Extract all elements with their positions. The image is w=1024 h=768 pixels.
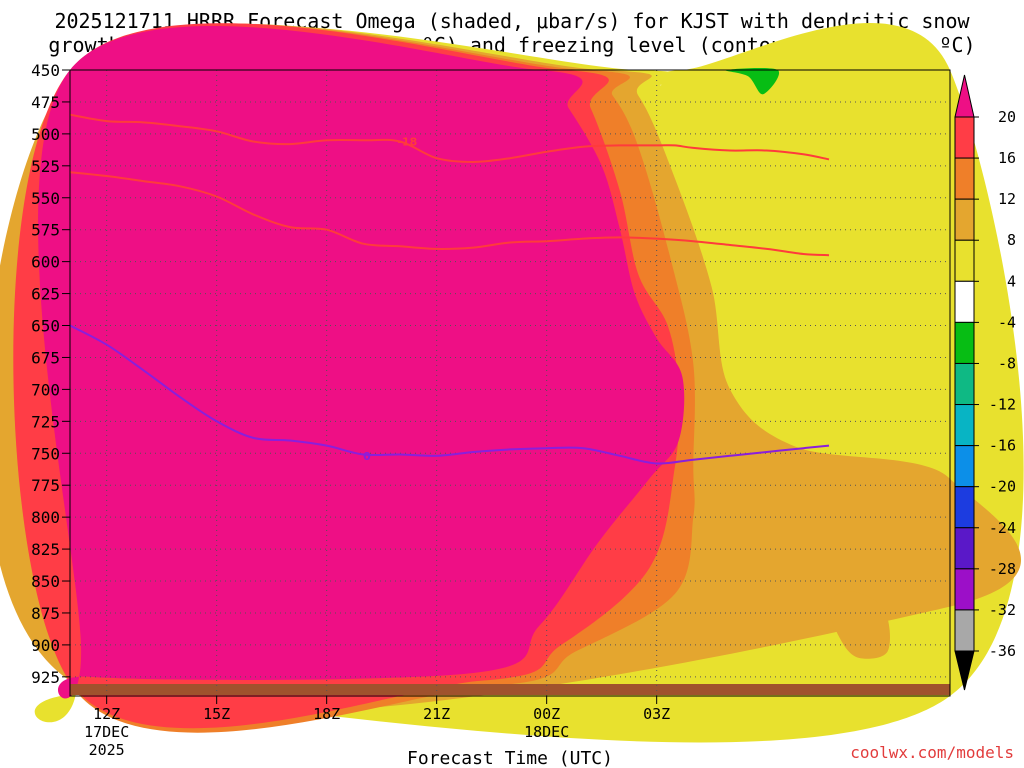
- contour-freezing-level: [69, 324, 830, 465]
- y-tick-label: 825: [31, 540, 60, 559]
- y-tick-label: 700: [31, 380, 60, 399]
- y-tick-label: 875: [31, 604, 60, 623]
- y-tick-label: 775: [31, 476, 60, 495]
- y-tick-label: 650: [31, 317, 60, 336]
- y-tick-label: 475: [31, 93, 60, 112]
- y-tick-label: 725: [31, 412, 60, 431]
- y-axis: 450 475 500 525 550 575 600 625 650 675 700 725 750 7…: [31, 61, 70, 687]
- colorbar-label: -28: [989, 560, 1016, 578]
- x-tick-year-label: 2025: [89, 741, 125, 759]
- x-tick-label: 15Z: [203, 705, 230, 723]
- grid: [70, 69, 950, 696]
- colorbar-label: 8: [1007, 231, 1016, 249]
- contour-lines: -18 0: [69, 113, 830, 465]
- colorbar-segment: [954, 609, 975, 652]
- x-tick-date-label: 17DEC: [84, 723, 129, 741]
- colorbar-label: -12: [989, 396, 1016, 414]
- colorbar-label: -16: [989, 437, 1016, 455]
- colorbar-segment: [954, 362, 975, 406]
- colorbar-label: 20: [998, 108, 1016, 126]
- y-tick-label: 525: [31, 157, 60, 176]
- colorbar-segment: [954, 157, 975, 200]
- y-tick-label: 600: [31, 253, 60, 272]
- x-tick-label: 00Z: [533, 705, 560, 723]
- x-tick-label: 03Z: [643, 705, 670, 723]
- omega-fill-6: [725, 67, 780, 95]
- x-tick-label: 18Z: [313, 705, 340, 723]
- y-tick-label: 750: [31, 444, 60, 463]
- plot-frame: [69, 69, 951, 697]
- omega-shading: [0, 23, 1024, 743]
- colorbar-label: 12: [998, 190, 1016, 208]
- y-tick-label: 550: [31, 189, 60, 208]
- contour-dgz-upper: [69, 113, 830, 164]
- omega-fill-4: [38, 25, 685, 699]
- colorbar-label: -24: [989, 519, 1016, 537]
- contour-label-dgz-upper: -18: [397, 136, 417, 149]
- x-tick-label: 21Z: [423, 705, 450, 723]
- colorbar-segment: [954, 404, 975, 447]
- x-tick-date-label: 18DEC: [524, 723, 569, 741]
- colorbar-label: -8: [998, 354, 1016, 372]
- omega-fill-5: [828, 591, 890, 659]
- colorbar-segment: [954, 527, 975, 570]
- terrain-ground-strip: [70, 684, 950, 695]
- colorbar-label: -36: [989, 642, 1016, 660]
- y-tick-label: 900: [31, 636, 60, 655]
- colorbar-label: -20: [989, 478, 1016, 496]
- colorbar-segment: [954, 445, 975, 488]
- y-tick-label: 625: [31, 285, 60, 304]
- colorbar-segment: [954, 486, 975, 529]
- colorbar-segment: [954, 280, 975, 323]
- y-tick-label: 925: [31, 668, 60, 687]
- colorbar: 20 16 12 8 4 -4 -8 -12 -16 -20 -24 -28 -32 -36: [954, 74, 1016, 691]
- contour-dgz-lower: [69, 171, 830, 257]
- colorbar-segment: [954, 568, 975, 611]
- colorbar-under-triangle: [954, 650, 975, 691]
- colorbar-label: 16: [998, 149, 1016, 167]
- y-tick-label: 675: [31, 348, 60, 367]
- colorbar-segment: [954, 116, 975, 159]
- colorbar-label: -32: [989, 601, 1016, 619]
- colorbar-segment: [954, 321, 975, 364]
- colorbar-label: 4: [1007, 272, 1016, 290]
- y-tick-label: 500: [31, 125, 60, 144]
- contour-label-freezing-level: 0: [363, 450, 371, 463]
- colorbar-segment: [954, 198, 975, 241]
- y-tick-label: 450: [31, 61, 60, 80]
- colorbar-label: -4: [998, 313, 1016, 331]
- colorbar-segment: [954, 239, 975, 282]
- x-axis-label: Forecast Time (UTC): [407, 748, 613, 768]
- y-tick-label: 800: [31, 508, 60, 527]
- y-tick-label: 850: [31, 572, 60, 591]
- credit-link[interactable]: coolwx.com/models: [850, 743, 1014, 762]
- x-tick-label: 12Z: [93, 705, 120, 723]
- y-tick-label: 575: [31, 221, 60, 240]
